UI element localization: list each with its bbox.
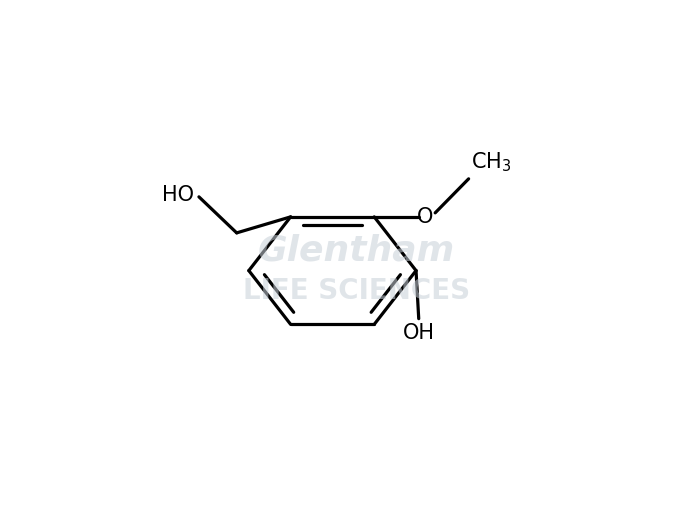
Text: LIFE SCIENCES: LIFE SCIENCES bbox=[243, 277, 470, 305]
Text: Glentham: Glentham bbox=[258, 233, 455, 268]
Text: O: O bbox=[418, 207, 434, 227]
Text: CH$_3$: CH$_3$ bbox=[471, 150, 512, 174]
Text: HO: HO bbox=[161, 185, 193, 205]
Text: OH: OH bbox=[403, 322, 435, 343]
